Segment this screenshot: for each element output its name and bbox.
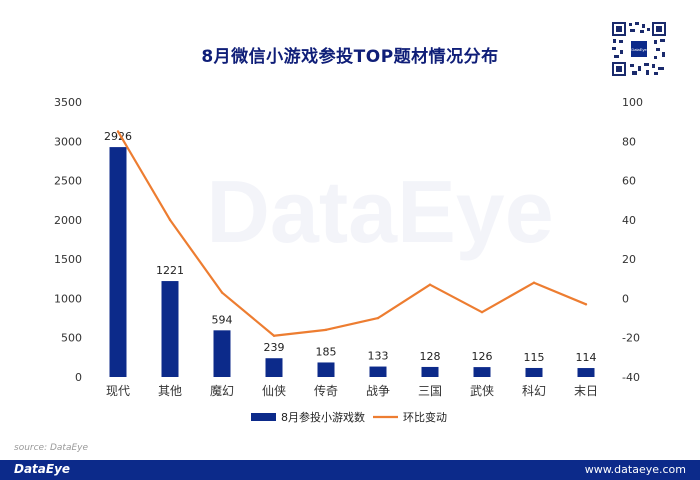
bar-value-label: 133 — [368, 350, 389, 363]
y-left-tick-label: 1000 — [54, 292, 82, 305]
bar-value-label: 185 — [316, 345, 337, 358]
y-left-tick-label: 500 — [61, 332, 82, 345]
bar-value-label: 115 — [524, 351, 545, 364]
bar-value-label: 2926 — [104, 130, 132, 143]
line-point — [116, 130, 120, 133]
qr-code-image: DataEye — [610, 20, 668, 78]
line-series — [116, 130, 588, 337]
right-axis: -40 -20 0 20 40 60 80 100 — [622, 96, 643, 384]
bar-value-label: 1221 — [156, 264, 184, 277]
y-right-tick-label: 80 — [622, 135, 636, 148]
source-note: source: DataEye — [14, 443, 89, 453]
y-left-tick-label: 3500 — [54, 96, 82, 109]
y-right-tick-label: 100 — [622, 96, 643, 109]
y-right-tick-label: 60 — [622, 175, 636, 188]
left-axis: 0 500 1000 1500 2000 2500 3000 3500 — [54, 96, 82, 384]
legend-bar-swatch — [251, 413, 276, 421]
bar — [265, 358, 283, 377]
bar-value-label: 239 — [264, 341, 285, 354]
footer-url[interactable]: www.dataeye.com — [584, 463, 686, 476]
bar — [421, 366, 439, 377]
footer-brand-logo: DataEye — [14, 462, 71, 476]
y-left-tick-label: 0 — [75, 371, 82, 384]
bar-value-labels: 2926 1221 594 239 185 133 128 126 115 114 — [104, 130, 597, 364]
line-path — [117, 130, 587, 337]
y-left-tick-label: 2000 — [54, 214, 82, 227]
bar — [161, 281, 179, 377]
x-category-label: 魔幻 — [210, 383, 234, 398]
bar — [473, 367, 491, 377]
bar-value-label: 594 — [212, 313, 233, 326]
x-category-label: 武侠 — [470, 384, 494, 398]
legend: 8月参投小游戏数 环比变动 — [251, 410, 447, 424]
y-right-tick-label: 40 — [622, 214, 636, 227]
x-category-label: 三国 — [418, 384, 442, 398]
line-point — [220, 291, 224, 294]
x-category-label: 仙侠 — [262, 384, 286, 398]
x-category-label: 其他 — [158, 384, 182, 398]
bar-value-label: 128 — [420, 350, 441, 363]
y-right-tick-label: -20 — [622, 332, 640, 345]
y-left-tick-label: 3000 — [54, 135, 82, 148]
bar — [577, 368, 595, 377]
y-right-tick-label: 20 — [622, 253, 636, 266]
bar — [525, 367, 543, 377]
x-category-label: 科幻 — [522, 384, 546, 398]
line-point — [272, 334, 276, 337]
x-category-label: 战争 — [366, 384, 390, 398]
bar — [109, 147, 127, 377]
line-point — [532, 281, 536, 284]
bar — [213, 330, 231, 377]
line-point — [324, 328, 328, 332]
line-point — [428, 283, 432, 286]
x-axis-categories: 现代 其他 魔幻 仙侠 传奇 战争 三国 武侠 科幻 末日 — [106, 383, 598, 398]
bar-value-label: 114 — [576, 351, 597, 364]
chart-title: 8月微信小游戏参投TOP题材情况分布 — [201, 47, 499, 67]
y-left-tick-label: 1500 — [54, 253, 82, 266]
bar-series — [109, 147, 595, 377]
y-right-tick-label: 0 — [622, 292, 629, 305]
bar — [369, 366, 387, 377]
line-point — [376, 316, 380, 320]
x-category-label: 末日 — [574, 384, 598, 398]
x-category-label: 传奇 — [314, 383, 338, 398]
x-category-label: 现代 — [106, 384, 130, 398]
y-left-tick-label: 2500 — [54, 175, 82, 188]
bar-value-label: 126 — [472, 350, 493, 363]
watermark-text: DataEye — [206, 162, 553, 261]
legend-bar-label: 8月参投小游戏数 — [281, 410, 365, 424]
y-right-tick-label: -40 — [622, 371, 640, 384]
legend-line-label: 环比变动 — [403, 410, 447, 424]
footer-bar: DataEye www.dataeye.com — [0, 460, 700, 480]
line-point — [480, 310, 484, 314]
bar — [317, 362, 335, 377]
line-point — [168, 218, 172, 222]
qr-caption: DataEye — [631, 47, 647, 52]
line-point — [584, 303, 588, 306]
